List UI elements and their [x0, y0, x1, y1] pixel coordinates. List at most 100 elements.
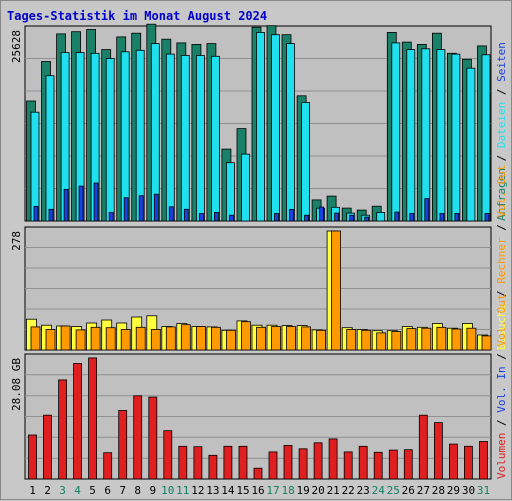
top-legend: Anfragen / Dateien / Seiten [495, 42, 508, 221]
bar-seiten-day-7 [123, 197, 129, 222]
bar-seiten-day-29 [454, 213, 460, 222]
middle-panel: 278 Besuche / Rechner / Vol. Out [10, 165, 508, 351]
bar-volumen-day-2 [43, 414, 52, 480]
bar-dateien-day-18 [286, 43, 295, 222]
bar-dateien-day-7 [120, 51, 130, 222]
bar-dateien-day-15 [241, 153, 250, 222]
bar-rechner-day-12 [195, 326, 206, 351]
x-tick-label-day-4: 4 [74, 484, 81, 497]
bar-seiten-day-25 [394, 211, 400, 222]
bar-rechner-day-14 [225, 329, 236, 351]
bar-rechner-day-23 [361, 329, 372, 351]
bar-volumen-day-24 [373, 451, 383, 480]
bar-volumen-day-26 [403, 449, 413, 480]
x-tick-label-day-2: 2 [44, 484, 51, 497]
top-y-tick-label: 25628 [10, 30, 23, 63]
x-tick-label-day-27: 27 [417, 484, 430, 497]
bar-dateien-day-31 [481, 54, 491, 222]
bar-seiten-day-20 [319, 206, 325, 222]
legend-entry: / [495, 218, 508, 238]
x-tick-label-day-22: 22 [342, 484, 355, 497]
bar-dateien-day-2 [45, 75, 55, 222]
bar-seiten-day-26 [409, 213, 415, 222]
x-tick-label-day-10: 10 [161, 484, 174, 497]
bar-seiten-day-14 [228, 214, 234, 222]
bar-dateien-day-11 [180, 55, 190, 222]
bar-rechner-day-2 [45, 329, 56, 351]
x-tick-label-day-25: 25 [387, 484, 400, 497]
bar-volumen-day-20 [313, 442, 323, 480]
bar-volumen-day-15 [238, 445, 248, 480]
bar-volumen-day-14 [223, 445, 233, 480]
bar-dateien-day-16 [256, 31, 265, 222]
bar-seiten-day-6 [108, 211, 114, 222]
bar-volumen-day-8 [133, 395, 143, 480]
bar-volumen-day-22 [343, 451, 353, 480]
x-tick-label-day-23: 23 [357, 484, 370, 497]
bar-volumen-day-17 [268, 451, 278, 480]
bar-volumen-day-16 [253, 467, 263, 480]
bar-seiten-day-1 [33, 205, 39, 222]
bar-volumen-day-21 [328, 438, 338, 480]
bar-seiten-day-17 [274, 213, 279, 222]
x-tick-label-day-13: 13 [206, 484, 219, 497]
bar-volumen-day-9 [148, 396, 158, 480]
bar-volumen-day-31 [479, 441, 488, 480]
legend-entry: Seiten [495, 42, 508, 82]
bar-volumen-day-30 [463, 445, 473, 480]
x-tick-label-day-24: 24 [372, 484, 386, 497]
bar-rechner-day-8 [135, 326, 146, 351]
bar-rechner-day-22 [346, 329, 357, 351]
bar-seiten-day-11 [183, 208, 189, 222]
bar-seiten-day-8 [138, 195, 144, 222]
legend-entry: / [495, 347, 508, 367]
bar-rechner-day-11 [180, 324, 191, 351]
legend-entry: Anfragen [495, 168, 508, 221]
legend-entry: Besuche [495, 304, 508, 350]
bar-seiten-day-31 [484, 213, 490, 222]
bar-dateien-day-30 [466, 67, 476, 222]
bottom-panel: 28.08 GB Volumen / Vol. In / Vol. Out [10, 294, 508, 480]
bar-volumen-day-13 [208, 454, 218, 480]
legend-entry: / [495, 284, 508, 304]
middle-legend: Besuche / Rechner / Vol. Out [495, 165, 508, 350]
chart-title: Tages-Statistik im Monat August 2024 [7, 9, 267, 23]
bar-rechner-day-6 [105, 327, 116, 351]
bar-dateien-day-26 [406, 49, 416, 222]
bar-volumen-day-25 [388, 449, 398, 480]
legend-entry: Volumen [495, 433, 508, 479]
x-tick-label-day-29: 29 [447, 484, 460, 497]
bar-rechner-day-28 [436, 326, 447, 351]
bar-volumen-day-29 [448, 443, 458, 480]
bar-dateien-day-29 [451, 53, 461, 222]
x-tick-label-day-16: 16 [251, 484, 264, 497]
x-tick-label-day-1: 1 [29, 484, 36, 497]
bar-dateien-day-14 [225, 162, 235, 222]
bar-volumen-day-19 [298, 448, 308, 480]
x-tick-label-day-19: 19 [296, 484, 309, 497]
legend-entry: Vol. In [495, 366, 508, 412]
bar-seiten-day-4 [78, 185, 84, 222]
bar-dateien-day-13 [210, 55, 220, 222]
middle-y-tick-label: 278 [10, 231, 23, 251]
bar-seiten-day-28 [439, 213, 445, 222]
bar-seiten-day-5 [93, 182, 99, 222]
bar-seiten-day-9 [153, 193, 159, 222]
top-panel: 25628 Anfragen / Dateien / Seiten [10, 23, 508, 222]
bar-volumen-day-1 [28, 434, 37, 480]
legend-entry: / [495, 413, 508, 433]
bottom-y-tick-label: 28.08 GB [10, 358, 23, 411]
bar-dateien-day-12 [195, 55, 205, 222]
bar-rechner-day-30 [466, 327, 477, 351]
x-tick-label-day-20: 20 [311, 484, 324, 497]
bar-dateien-day-10 [165, 53, 175, 222]
x-tick-label-day-30: 30 [462, 484, 475, 497]
bar-volumen-day-3 [58, 379, 67, 480]
bar-rechner-day-31 [481, 335, 492, 351]
bar-volumen-day-18 [283, 444, 293, 480]
bar-rechner-day-9 [150, 329, 161, 351]
bar-seiten-day-12 [198, 213, 204, 222]
x-tick-label-day-15: 15 [236, 484, 249, 497]
bar-rechner-day-29 [451, 328, 462, 351]
